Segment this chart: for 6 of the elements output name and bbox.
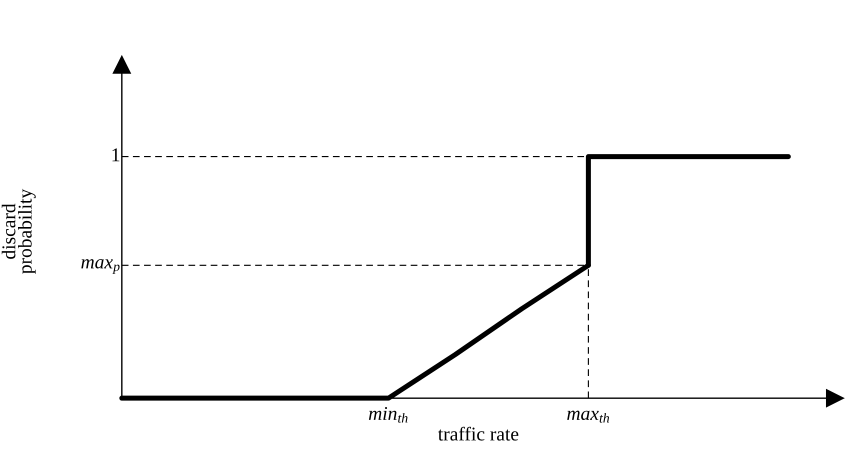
x-tick-label: min$_{th}$ bbox=[368, 406, 408, 423]
y-axis-title: discard probability bbox=[2, 188, 36, 274]
ref-line-label: 1 bbox=[112, 148, 120, 162]
x-axis-title: traffic rate bbox=[438, 426, 518, 441]
ref-line-label: max$_{p}$ bbox=[81, 259, 120, 274]
x-tick-label: max$_{th}$ bbox=[567, 410, 610, 423]
